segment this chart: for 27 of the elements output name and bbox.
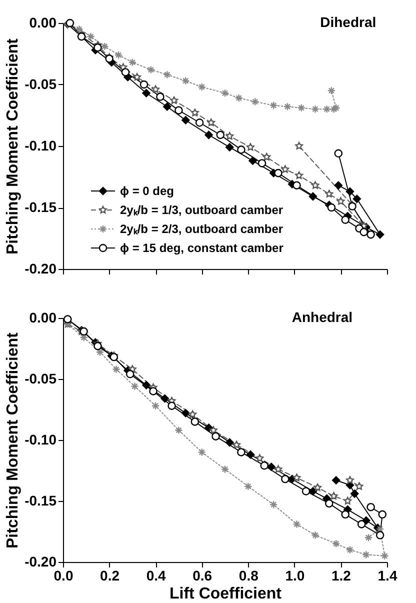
x-tick-label: 1.4: [378, 568, 398, 584]
y-tick-label: -0.20: [24, 260, 57, 276]
x-axis-title: Lift Coefficient: [170, 586, 282, 602]
annotation: Dihedral: [320, 14, 376, 30]
x-tick-label: 1.2: [331, 568, 352, 584]
y-tick-label: -0.20: [24, 554, 57, 570]
legend-label: 2yₖ/b = 1/3, outboard camber: [120, 203, 284, 217]
x-tick-label: 0.0: [54, 568, 74, 584]
y-axis-title: Pitching Moment Coefficient: [4, 332, 22, 548]
y-axis-title: Pitching Moment Coefficient: [4, 38, 22, 254]
legend-label: ϕ = 0 deg: [120, 184, 174, 198]
annotation: Anhedral: [292, 309, 353, 325]
legend-label: 2yₖ/b = 2/3, outboard camber: [120, 222, 284, 236]
y-tick-label: -0.05: [24, 76, 57, 92]
x-tick-label: 0.2: [100, 568, 120, 584]
x-tick-label: 0.4: [146, 568, 166, 584]
y-tick-label: -0.10: [24, 432, 57, 448]
x-tick-label: 0.6: [192, 568, 212, 584]
y-tick-label: 0.00: [29, 310, 57, 326]
y-tick-label: 0.00: [29, 14, 57, 30]
x-tick-label: 0.8: [238, 568, 259, 584]
legend-label: ϕ = 15 deg, constant camber: [120, 241, 284, 255]
x-tick-label: 1.0: [285, 568, 305, 584]
y-tick-label: -0.05: [24, 370, 57, 386]
y-tick-label: -0.15: [24, 492, 57, 508]
y-tick-label: -0.15: [24, 199, 57, 215]
y-tick-label: -0.10: [24, 138, 57, 154]
